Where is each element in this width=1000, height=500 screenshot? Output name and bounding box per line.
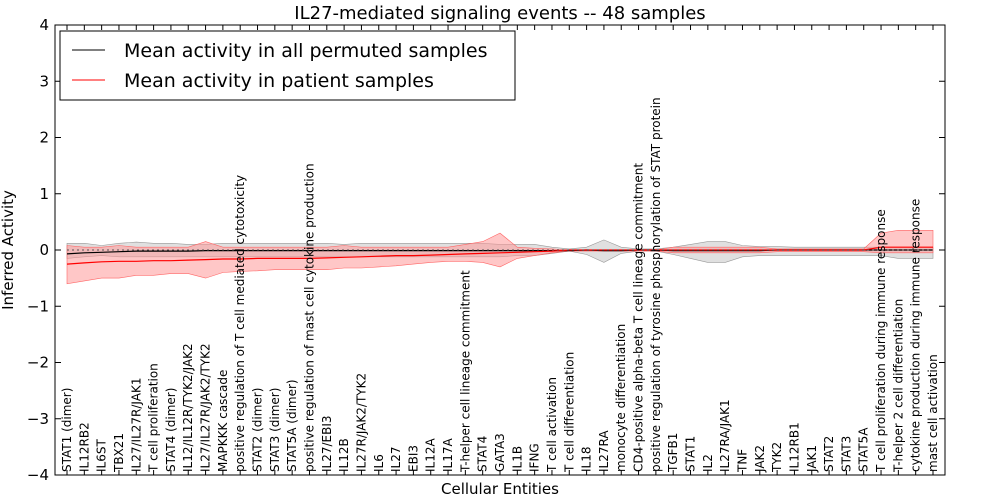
x-category-label: monocyte differentiation (614, 324, 628, 472)
x-category-label: IL12RB2 (77, 422, 91, 472)
x-category-label: positive regulation of mast cell cytokin… (303, 163, 317, 472)
x-category-label: IL6ST (95, 439, 109, 472)
x-category-label: IL1B (510, 446, 524, 472)
x-category-label: IL27/IL27R/JAK1 (129, 378, 143, 472)
x-category-label: TGFB1 (666, 433, 680, 473)
y-axis-title: Inferred Activity (0, 190, 17, 310)
x-category-label: STAT2 (822, 436, 836, 472)
y-tick-label: 3 (39, 72, 49, 90)
y-tick-label: 1 (39, 185, 49, 203)
x-category-label: STAT2 (dimer) (251, 388, 265, 472)
x-category-label: CD4-positive alpha-beta T cell lineage c… (632, 163, 646, 472)
x-category-label: STAT4 (476, 436, 490, 472)
x-category-label: IL27/IL27R/JAK2/TYK2 (199, 343, 213, 472)
x-category-label: T-helper 2 cell differentiation (891, 299, 905, 473)
x-category-label: IL18 (580, 447, 594, 473)
x-category-label: STAT5A (dimer) (285, 379, 299, 472)
y-tick-label: −2 (27, 354, 49, 372)
band-patient (66, 230, 934, 285)
x-category-label: cytokine production during immune respon… (909, 199, 923, 472)
x-category-label: STAT3 (dimer) (268, 388, 282, 472)
x-category-label: JAK1 (805, 445, 819, 473)
x-category-label: positive regulation of T cell mediated c… (233, 175, 247, 472)
x-axis-title: Cellular Entities (441, 480, 559, 498)
x-category-label: IL27 (389, 447, 403, 473)
x-category-label: STAT1 (684, 436, 698, 472)
x-category-label: mast cell activation (926, 354, 940, 472)
x-category-label: EBI3 (406, 445, 420, 472)
x-category-label: STAT5A (857, 427, 871, 472)
x-category-label: IL27R/JAK2/TYK2 (354, 373, 368, 472)
x-category-label: TYK2 (770, 442, 784, 473)
x-category-label: IL12A (424, 438, 438, 472)
x-category-label: IL12RB1 (787, 422, 801, 472)
x-category-label: GATA3 (493, 433, 507, 472)
x-category-label: T cell proliferation (147, 363, 161, 473)
x-category-label: T cell differentiation (562, 352, 576, 473)
y-tick-label: −4 (27, 466, 49, 484)
legend: Mean activity in all permuted samples Me… (59, 30, 516, 101)
x-category-label: STAT1 (dimer) (60, 388, 74, 472)
x-category-label: IL12B (337, 438, 351, 472)
x-category-label: IL6 (372, 454, 386, 472)
x-category-label: IFNG (528, 443, 542, 472)
x-category-label: IL2 (701, 454, 715, 472)
x-category-label: STAT3 (839, 436, 853, 472)
legend-label-patient: Mean activity in patient samples (124, 70, 434, 92)
legend-label-permuted: Mean activity in all permuted samples (124, 40, 487, 62)
x-category-label: positive regulation of tyrosine phosphor… (649, 97, 663, 472)
y-axis: −4 −3 −2 −1 0 1 2 3 4 (27, 16, 945, 484)
y-tick-label: 2 (39, 129, 49, 147)
x-axis: STAT1 (dimer) IL12RB2 IL6ST TBX21 IL27/IL27R… (60, 25, 940, 475)
confidence-bands (66, 230, 934, 285)
x-category-label: IL27RA (597, 430, 611, 472)
x-category-label: T cell proliferation during immune respo… (874, 209, 888, 473)
x-category-label: T-helper cell lineage commitment (458, 270, 472, 473)
y-tick-label: −1 (27, 297, 49, 315)
y-tick-label: 4 (39, 16, 49, 34)
x-category-label: STAT4 (dimer) (164, 388, 178, 472)
x-category-label: IL27/EBI3 (320, 415, 334, 472)
y-tick-label: 0 (39, 241, 49, 259)
x-category-label: TNF (736, 449, 750, 473)
legend-box (59, 30, 516, 101)
x-category-label: JAK2 (753, 445, 767, 473)
x-category-label: IL12/IL12R/TYK2/JAK2 (181, 343, 195, 472)
x-category-label: TBX21 (112, 433, 126, 473)
x-category-label: IL17A (441, 438, 455, 472)
chart-title: IL27-mediated signaling events -- 48 sam… (294, 3, 705, 24)
x-category-label: MAPKKK cascade (216, 370, 230, 472)
x-category-label: T cell activation (545, 377, 559, 473)
x-category-label: IL27RA/JAK1 (718, 399, 732, 472)
y-tick-label: −3 (27, 410, 49, 428)
